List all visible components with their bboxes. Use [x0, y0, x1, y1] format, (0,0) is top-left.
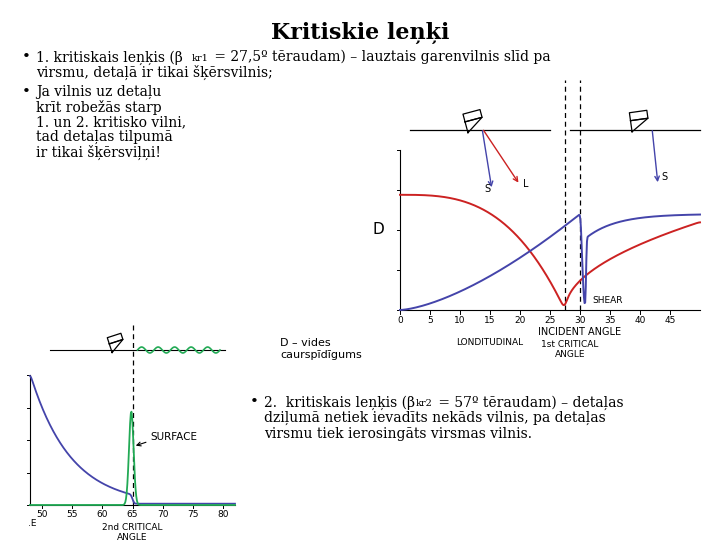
Text: ANGLE: ANGLE — [554, 350, 585, 359]
Text: = 27,5º tēraudam) – lauztais garenvilnis slīd pa: = 27,5º tēraudam) – lauztais garenvilnis… — [210, 50, 551, 64]
Text: virsmu, detaļā ir tikai šķērsvilnis;: virsmu, detaļā ir tikai šķērsvilnis; — [36, 65, 273, 80]
Text: 2nd CRITICAL: 2nd CRITICAL — [102, 523, 163, 532]
Text: kr1: kr1 — [192, 54, 209, 63]
Text: 40: 40 — [634, 316, 646, 325]
Text: 70: 70 — [157, 510, 168, 519]
Text: .E: .E — [28, 519, 37, 528]
Text: S: S — [484, 184, 490, 194]
Text: ANGLE: ANGLE — [117, 533, 148, 540]
Text: 45: 45 — [665, 316, 675, 325]
Text: D: D — [372, 222, 384, 238]
Text: L: L — [523, 179, 528, 189]
Text: 25: 25 — [544, 316, 556, 325]
Text: ir tikai šķērsviļņi!: ir tikai šķērsviļņi! — [36, 145, 161, 160]
Text: INCIDENT ANGLE: INCIDENT ANGLE — [539, 327, 621, 337]
Text: D – vides: D – vides — [280, 338, 330, 348]
Text: Ja vilnis uz detaļu: Ja vilnis uz detaļu — [36, 85, 161, 99]
Text: 80: 80 — [217, 510, 229, 519]
Text: 75: 75 — [187, 510, 199, 519]
Text: 1. un 2. kritisko vilni,: 1. un 2. kritisko vilni, — [36, 115, 186, 129]
Text: kr2: kr2 — [416, 399, 433, 408]
Text: 10: 10 — [454, 316, 466, 325]
Text: krīt robežās starp: krīt robežās starp — [36, 100, 161, 115]
Text: 2.  kritiskais leņķis (β: 2. kritiskais leņķis (β — [264, 395, 415, 410]
Text: = 57º tēraudam) – detaļas: = 57º tēraudam) – detaļas — [434, 395, 624, 410]
Text: tad detaļas tilpumā: tad detaļas tilpumā — [36, 130, 173, 144]
Text: virsmu tiek ierosingāts virsmas vilnis.: virsmu tiek ierosingāts virsmas vilnis. — [264, 427, 532, 441]
Text: S: S — [661, 172, 667, 182]
Text: •: • — [250, 395, 259, 409]
Text: 1st CRITICAL: 1st CRITICAL — [541, 340, 599, 349]
Text: 30: 30 — [575, 316, 586, 325]
Text: •: • — [22, 50, 31, 64]
Text: Kritiskie leņķi: Kritiskie leņķi — [271, 22, 449, 44]
Text: 1. kritiskais leņķis (β: 1. kritiskais leņķis (β — [36, 50, 183, 65]
Text: caurspīdīgums: caurspīdīgums — [280, 350, 361, 360]
Text: SURFACE: SURFACE — [150, 433, 197, 442]
Text: 35: 35 — [604, 316, 616, 325]
Text: •: • — [22, 85, 31, 99]
Text: LONDITUDINAL: LONDITUDINAL — [456, 338, 523, 347]
Text: 0: 0 — [397, 316, 403, 325]
Text: SHEAR: SHEAR — [592, 296, 623, 305]
Text: 60: 60 — [96, 510, 108, 519]
Text: 50: 50 — [36, 510, 48, 519]
Text: 20: 20 — [514, 316, 526, 325]
Text: 15: 15 — [485, 316, 496, 325]
Text: 55: 55 — [66, 510, 78, 519]
Text: 5: 5 — [427, 316, 433, 325]
Text: 65: 65 — [127, 510, 138, 519]
Text: dziļumā netiek ievadīts nekāds vilnis, pa detaļas: dziļumā netiek ievadīts nekāds vilnis, p… — [264, 411, 606, 425]
